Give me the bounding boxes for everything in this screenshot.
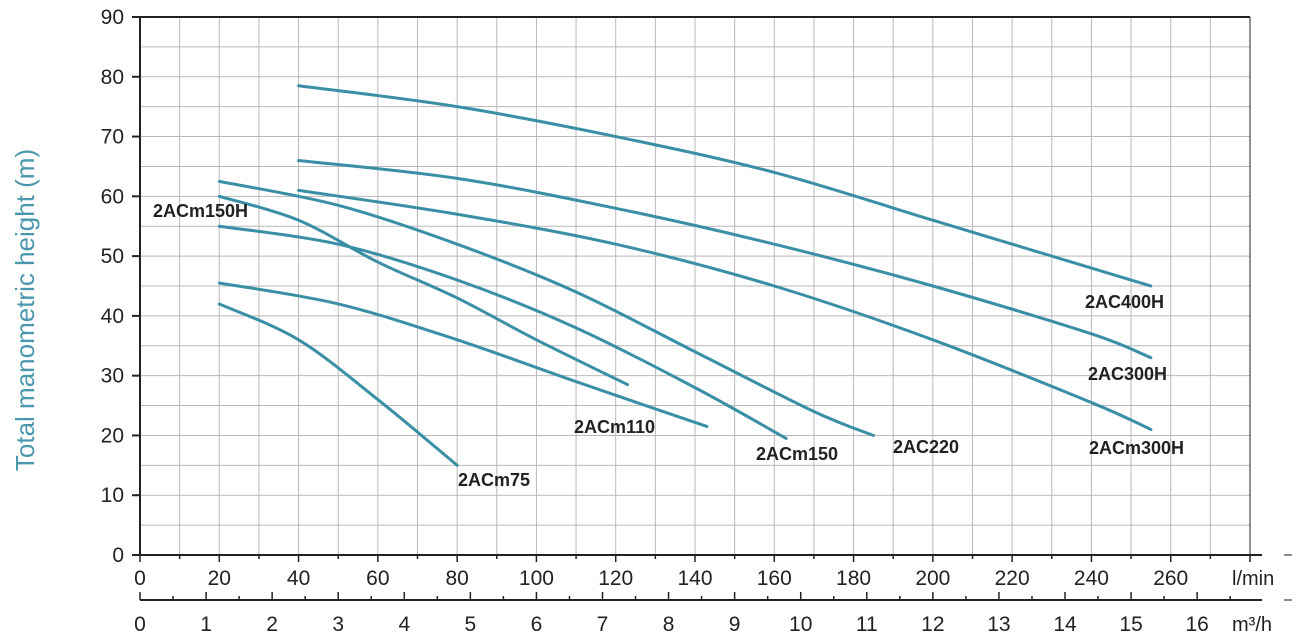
series-label-2acm75: 2ACm75 bbox=[458, 470, 530, 490]
series-label-2acm110: 2ACm110 bbox=[574, 417, 655, 437]
curve-2acm150 bbox=[217, 224, 788, 440]
y-tick-label: 50 bbox=[101, 245, 124, 268]
x-tick-label: 120 bbox=[598, 567, 633, 590]
series-label-2ac220: 2AC220 bbox=[893, 437, 959, 457]
x-tick-label: 260 bbox=[1153, 567, 1188, 590]
y-tick-label: 20 bbox=[101, 424, 124, 447]
y-tick-label: 90 bbox=[101, 6, 124, 29]
x2-tick-label: 13 bbox=[987, 613, 1010, 636]
series-label-2acm300h: 2ACm300H bbox=[1089, 438, 1184, 458]
x2-tick-label: 8 bbox=[663, 613, 675, 636]
x-tick-label: 200 bbox=[915, 567, 950, 590]
series-label-2ac400h: 2AC400H bbox=[1085, 292, 1164, 312]
x2-tick-label: 15 bbox=[1119, 613, 1142, 636]
x-tick-label: 160 bbox=[757, 567, 792, 590]
series-label-2ac300h: 2AC300H bbox=[1088, 364, 1167, 384]
y-tick-label: 10 bbox=[101, 484, 124, 507]
curve-labels: 2ACm75 2ACm110 2ACm150H 2ACm150 2AC220 2ACm30… bbox=[153, 201, 1184, 490]
x2-tick-label: 10 bbox=[789, 613, 812, 636]
x-tick-label: 100 bbox=[519, 567, 554, 590]
x-tick-label: 40 bbox=[287, 567, 310, 590]
x2-tick-labels: 0 1 2 3 4 5 6 7 8 9 10 11 12 13 14 15 16 bbox=[134, 613, 1209, 636]
curve-2ac400h bbox=[297, 84, 1153, 288]
x-tick-label: 80 bbox=[445, 567, 468, 590]
x-tick-labels: 0 20 40 60 80 100 120 140 160 180 200 220 240 260 bbox=[134, 567, 1188, 590]
x2-tick-label: 3 bbox=[332, 613, 344, 636]
x2-tick-label: 6 bbox=[531, 613, 543, 636]
y-tick-label: 30 bbox=[101, 365, 124, 388]
curve-2acm110 bbox=[217, 281, 709, 428]
y-tick-label: 40 bbox=[101, 305, 124, 328]
x-tick-label: 60 bbox=[366, 567, 389, 590]
x-tick-label: 0 bbox=[134, 567, 146, 590]
x2-tick-label: 4 bbox=[398, 613, 410, 636]
x2-tick-label: 1 bbox=[200, 613, 212, 636]
x2-tick-label: 11 bbox=[856, 613, 878, 636]
x2-tick-label: 0 bbox=[134, 613, 146, 636]
x2-tick-label: 7 bbox=[597, 613, 609, 636]
x-tick-label: 20 bbox=[208, 567, 231, 590]
axes bbox=[132, 16, 1292, 601]
y-axis-label: Total manometric height (m) bbox=[10, 149, 40, 471]
x2-tick-label: 9 bbox=[729, 613, 741, 636]
x2-unit-label: m³/h bbox=[1232, 614, 1272, 636]
y-tick-label: 80 bbox=[101, 66, 124, 89]
y-tick-label: 60 bbox=[101, 185, 124, 208]
curve-2acm300h bbox=[297, 188, 1153, 431]
curve-2acm75 bbox=[217, 302, 459, 467]
x2-tick-label: 14 bbox=[1053, 613, 1077, 636]
series-label-2acm150h: 2ACm150H bbox=[153, 201, 248, 221]
x-tick-label: 140 bbox=[677, 567, 712, 590]
x2-tick-label: 12 bbox=[921, 613, 944, 636]
x2-tick-label: 16 bbox=[1185, 613, 1208, 636]
series-label-2acm150: 2ACm150 bbox=[756, 444, 838, 464]
grid bbox=[139, 16, 1251, 556]
y-tick-label: 70 bbox=[101, 126, 124, 149]
x-tick-label: 180 bbox=[836, 567, 871, 590]
x-tick-label: 240 bbox=[1074, 567, 1109, 590]
curve-2ac300h bbox=[297, 158, 1153, 360]
curve-2acm150h bbox=[217, 194, 630, 387]
x2-tick-label: 2 bbox=[266, 613, 278, 636]
x-unit-label: l/min bbox=[1232, 568, 1274, 590]
pump-curves bbox=[217, 84, 1153, 467]
x-tick-label: 220 bbox=[995, 567, 1030, 590]
curve-2ac220 bbox=[217, 179, 875, 437]
y-tick-label: 0 bbox=[112, 544, 124, 567]
y-tick-labels: 0 10 20 30 40 50 60 70 80 90 bbox=[101, 6, 124, 567]
x2-tick-label: 5 bbox=[465, 613, 477, 636]
